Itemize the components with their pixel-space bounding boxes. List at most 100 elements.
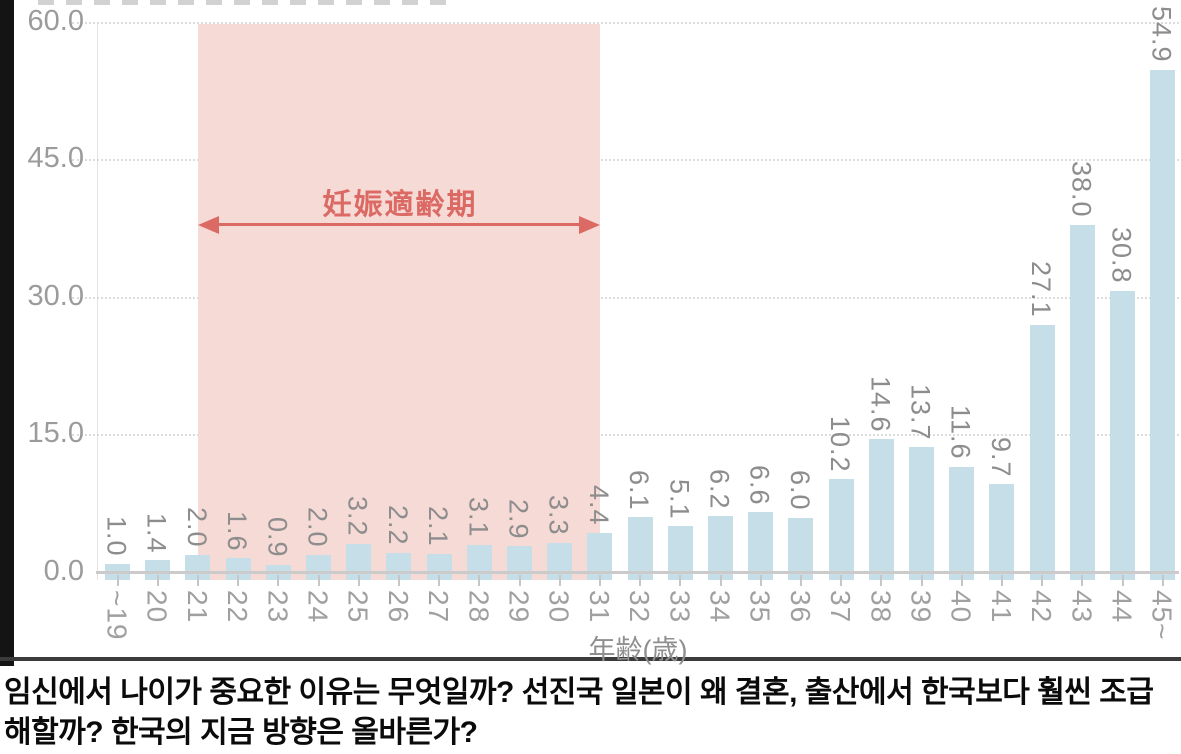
- x-axis-tick-label: 37: [825, 590, 857, 624]
- x-axis-tick: [237, 575, 240, 586]
- bar-value-label: 11.6: [945, 405, 976, 460]
- bar: [145, 560, 171, 580]
- x-axis-tick: [317, 575, 320, 586]
- x-axis-tick: [1161, 575, 1164, 586]
- x-axis-tick: [598, 575, 601, 586]
- x-axis-tick: [397, 575, 400, 586]
- bar-value-label: 54.9: [1146, 6, 1177, 63]
- bar-value-label: 6.6: [744, 464, 775, 506]
- y-axis-tick-label: 60.0: [27, 4, 84, 37]
- x-axis-tick-label: 20: [141, 590, 173, 624]
- bar-value-label: 6.2: [704, 468, 735, 510]
- x-axis-tick-label: 31: [583, 590, 615, 624]
- bar-value-label: 27.1: [1026, 261, 1057, 318]
- x-axis-tick: [558, 575, 561, 586]
- bar: [466, 544, 492, 580]
- x-axis-tick: [1121, 575, 1124, 586]
- bar-value-label: 1.0: [101, 516, 132, 557]
- x-axis-tick-label: 34: [704, 590, 736, 624]
- bar-value-label: 6.0: [784, 470, 815, 511]
- x-axis-tick: [759, 575, 762, 586]
- x-axis-tick: [1000, 575, 1003, 586]
- x-axis-tick-label: 40: [945, 590, 977, 624]
- x-axis-tick-label: 43: [1066, 590, 1098, 624]
- bar-chart: 妊娠適齢期 年齢(歳) 60.0 45.0 30.0 15.0 0.0 1.0 ~19 1.4…: [0, 0, 1181, 666]
- left-edge-black-strip: [0, 0, 14, 666]
- x-axis-tick: [639, 575, 642, 586]
- bar-value-label: 2.2: [382, 505, 413, 546]
- bar: [868, 439, 894, 580]
- bar-value-label: 6.1: [624, 469, 655, 511]
- x-axis-tick: [438, 575, 441, 586]
- x-axis-tick-label: 28: [463, 590, 495, 624]
- region-arrow-right-head: [578, 216, 600, 234]
- region-arrow-line: [213, 223, 584, 226]
- bar: [507, 546, 532, 580]
- x-axis-tick: [196, 575, 199, 586]
- bar-value-label: 10.2: [825, 415, 856, 473]
- x-axis-tick-label: 33: [664, 590, 696, 624]
- y-axis-tick-label: 45.0: [27, 142, 84, 175]
- x-axis-tick: [277, 575, 280, 586]
- x-axis-tick-label: 32: [624, 590, 656, 624]
- bar: [627, 517, 653, 580]
- bar: [1069, 224, 1095, 580]
- fertile-age-region-label: 妊娠適齢期: [322, 189, 478, 221]
- x-axis-tick-label: 26: [382, 590, 414, 624]
- y-axis-tick-label: 15.0: [27, 417, 84, 450]
- y-axis-tick-label: 30.0: [27, 279, 84, 312]
- bar-value-label: 3.1: [463, 497, 494, 538]
- bar-value-label: 1.4: [141, 512, 172, 554]
- x-axis-tick: [960, 575, 963, 586]
- x-axis-tick-label: 45~: [1146, 590, 1178, 641]
- chart-bottom-rule: [0, 657, 1181, 661]
- x-axis-tick: [518, 575, 521, 586]
- x-axis-baseline: [96, 571, 1179, 574]
- region-arrow-left-head: [197, 216, 219, 234]
- x-axis-tick-label: 39: [905, 590, 937, 624]
- x-axis-tick: [116, 575, 119, 586]
- bar-value-label: 13.7: [905, 383, 936, 441]
- x-axis-tick: [840, 575, 843, 586]
- x-axis-tick-label: 42: [1026, 590, 1058, 624]
- x-axis-tick: [1081, 575, 1084, 586]
- x-axis-tick-label: 29: [503, 590, 535, 624]
- bar: [225, 558, 251, 580]
- x-axis-tick: [357, 575, 360, 586]
- x-axis-tick: [156, 575, 159, 586]
- bar-value-label: 2.0: [181, 507, 212, 548]
- y-gridline: [72, 159, 1179, 162]
- x-axis-tick: [799, 575, 802, 586]
- fertile-age-region: [197, 24, 600, 580]
- x-axis-tick-label: 23: [262, 590, 294, 624]
- y-axis-tick-label: 0.0: [43, 555, 84, 587]
- bar: [1110, 290, 1135, 580]
- bar-value-label: 9.7: [985, 436, 1016, 478]
- x-axis-tick: [880, 575, 883, 586]
- x-axis-tick-label: 36: [784, 590, 816, 624]
- y-axis-line: [97, 23, 98, 580]
- x-axis-tick: [478, 575, 481, 586]
- x-axis-tick-label: 24: [302, 590, 334, 624]
- bar-value-label: 2.1: [423, 506, 454, 547]
- bar: [909, 447, 934, 580]
- x-axis-tick-label: 44: [1106, 590, 1138, 624]
- bar-value-label: 30.8: [1106, 227, 1137, 284]
- caption-area: 임신에서 나이가 중요한 이유는 무엇일까? 선진국 일본이 왜 결혼, 출산에…: [0, 668, 1181, 754]
- bar-value-label: 0.9: [262, 517, 293, 558]
- x-axis-tick-label: 25: [342, 590, 374, 624]
- bar-value-label: 3.3: [543, 495, 574, 536]
- x-axis-tick-label: 38: [865, 590, 897, 624]
- bar: [1029, 324, 1055, 580]
- bar-value-label: 38.0: [1066, 161, 1097, 218]
- y-gridline: [72, 21, 1179, 24]
- x-axis-tick: [679, 575, 682, 586]
- bar: [708, 516, 733, 580]
- x-axis-tick: [719, 575, 722, 586]
- x-axis-tick-label: 21: [181, 590, 213, 624]
- x-axis-tick-label: 41: [985, 590, 1017, 624]
- x-axis-tick-label: ~19: [101, 590, 133, 641]
- y-gridline: [72, 296, 1179, 299]
- bar-value-label: 3.2: [342, 496, 373, 537]
